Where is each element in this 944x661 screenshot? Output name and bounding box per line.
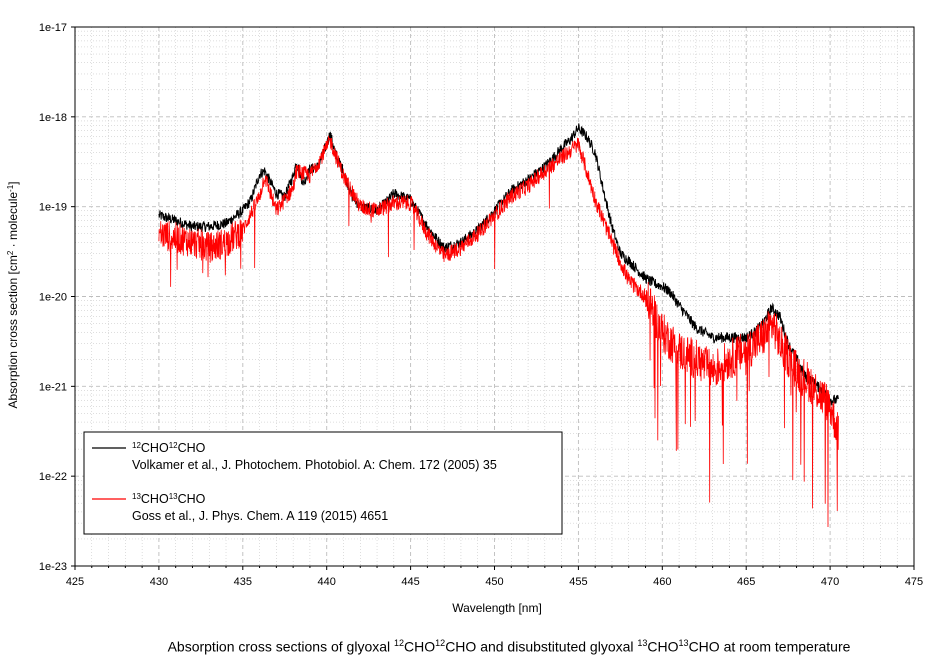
y-tick-label: 1e-22 bbox=[39, 471, 67, 483]
y-tick-label: 1e-20 bbox=[39, 292, 67, 304]
x-tick-label: 465 bbox=[737, 576, 755, 588]
x-tick-label: 440 bbox=[318, 576, 336, 588]
y-tick-label: 1e-19 bbox=[39, 202, 67, 214]
legend: 12CHO12CHO Volkamer et al., J. Photochem.… bbox=[83, 431, 563, 535]
x-axis-label: Wavelength [nm] bbox=[452, 601, 542, 615]
y-axis-label: Absorption cross section [cm2 · molecule… bbox=[6, 181, 21, 408]
x-tick-label: 455 bbox=[569, 576, 587, 588]
legend-reference: Goss et al., J. Phys. Chem. A 119 (2015)… bbox=[132, 509, 388, 523]
x-tick-label: 445 bbox=[401, 576, 419, 588]
x-tick-label: 450 bbox=[485, 576, 503, 588]
y-axis: 1e-23 1e-22 1e-21 1e-20 1e-19 1e-18 1e-17 bbox=[39, 22, 75, 573]
x-tick-label: 435 bbox=[234, 576, 252, 588]
y-tick-label: 1e-21 bbox=[39, 381, 67, 393]
x-tick-label: 430 bbox=[150, 576, 168, 588]
legend-reference: Volkamer et al., J. Photochem. Photobiol… bbox=[132, 458, 497, 472]
y-tick-label: 1e-23 bbox=[39, 561, 67, 573]
y-tick-label: 1e-17 bbox=[39, 22, 67, 34]
legend-series-name: 12CHO12CHO bbox=[132, 441, 206, 456]
legend-box bbox=[83, 431, 563, 535]
series-line-13cho bbox=[158, 135, 839, 528]
x-tick-label: 470 bbox=[821, 576, 839, 588]
x-tick-label: 425 bbox=[66, 576, 84, 588]
x-tick-label: 475 bbox=[905, 576, 923, 588]
y-tick-label: 1e-18 bbox=[39, 112, 67, 124]
x-tick-label: 460 bbox=[653, 576, 671, 588]
x-axis: 425 430 435 440 445 450 455 460 465 470 475 bbox=[66, 566, 923, 588]
plot-series bbox=[158, 123, 839, 528]
figure-caption: Absorption cross sections of glyoxal 12C… bbox=[167, 638, 851, 655]
legend-series-name: 13CHO13CHO bbox=[132, 492, 206, 507]
series-line-12cho bbox=[158, 123, 839, 406]
